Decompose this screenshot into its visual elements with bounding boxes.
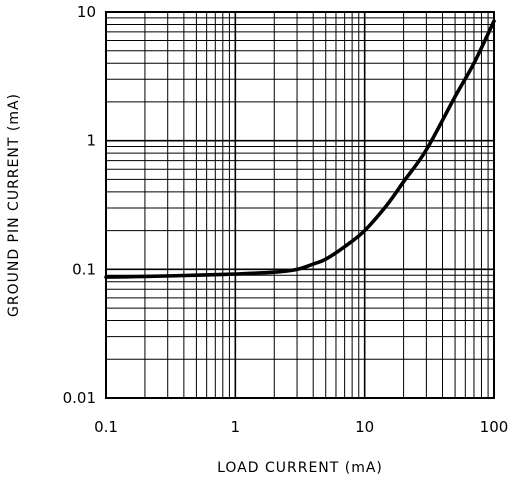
x-tick-label: 0.1 [94,418,118,436]
y-tick-label: 0.1 [72,260,96,278]
plot-frame [105,11,495,399]
series-line [104,19,496,279]
y-tick-label: 0.01 [63,389,96,407]
grid [105,11,495,399]
x-tick-label: 10 [355,418,374,436]
y-tick-label: 1 [86,132,96,150]
y-tick-labels: 0.01 0.1 1 10 [63,3,96,407]
y-tick-label: 10 [77,3,96,21]
x-axis-label: LOAD CURRENT (mA) [217,460,383,476]
series-layer [104,19,496,279]
x-tick-labels: 0.1 1 10 100 [94,418,508,436]
x-tick-label: 100 [480,418,509,436]
y-axis-label: GROUND PIN CURRENT (mA) [6,93,22,317]
x-tick-label: 1 [231,418,241,436]
